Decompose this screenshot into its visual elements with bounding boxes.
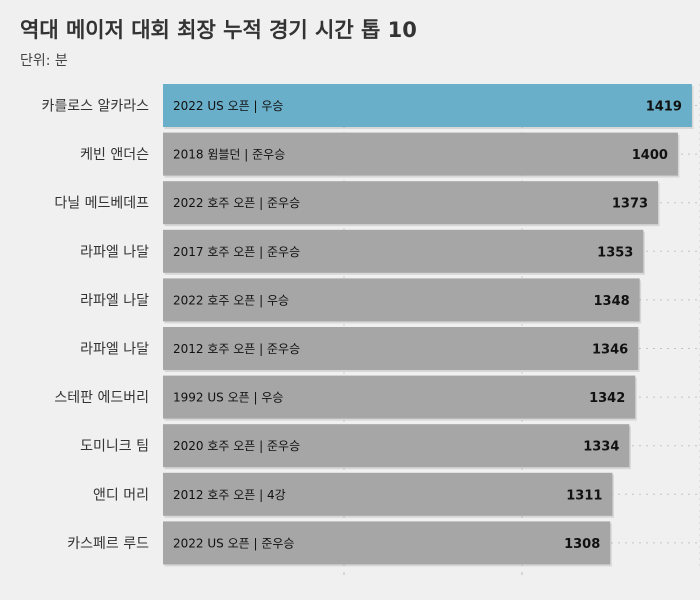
data-label: 1346 bbox=[592, 343, 628, 358]
bar bbox=[163, 229, 644, 273]
category-label: 다닐 메드베데프 bbox=[54, 196, 149, 212]
data-label: 1334 bbox=[583, 440, 619, 455]
bar-annotation: 2022 호주 오픈 | 준우승 bbox=[173, 196, 300, 210]
bar bbox=[163, 521, 611, 565]
data-label: 1353 bbox=[597, 245, 633, 260]
bar bbox=[163, 327, 639, 370]
data-label: 1311 bbox=[566, 488, 602, 503]
bar-annotation: 2020 호주 오픈 | 준우승 bbox=[173, 439, 300, 453]
bar bbox=[163, 278, 640, 322]
chart-subtitle: 단위: 분 bbox=[20, 53, 68, 69]
bar-annotation: 2022 US 오픈 | 우승 bbox=[173, 99, 283, 113]
category-label: 도미니크 팀 bbox=[80, 439, 149, 455]
data-label: 1348 bbox=[593, 294, 629, 309]
category-label: 앤디 머리 bbox=[93, 487, 149, 503]
bar-annotation: 1992 US 오픈 | 우승 bbox=[173, 391, 283, 405]
bar bbox=[163, 375, 636, 419]
bar-annotation: 2012 호주 오픈 | 4강 bbox=[173, 488, 286, 502]
bar-annotation: 2022 US 오픈 | 준우승 bbox=[173, 536, 294, 550]
category-label: 라파엘 나달 bbox=[80, 244, 149, 260]
bar-annotation: 2022 호주 오픈 | 우승 bbox=[173, 293, 289, 307]
bar bbox=[163, 424, 630, 468]
data-label: 1308 bbox=[564, 537, 600, 552]
bar bbox=[163, 181, 659, 225]
bar-annotation: 2012 호주 오픈 | 준우승 bbox=[173, 342, 300, 356]
bar bbox=[163, 84, 692, 127]
bar bbox=[163, 472, 613, 516]
category-label: 라파엘 나달 bbox=[80, 342, 149, 358]
data-label: 1342 bbox=[589, 391, 625, 406]
data-label: 1373 bbox=[612, 197, 648, 212]
bar-annotation: 2017 호주 오픈 | 준우승 bbox=[173, 245, 300, 259]
category-label: 카스페르 루드 bbox=[67, 536, 149, 552]
data-label: 1400 bbox=[632, 148, 668, 163]
data-label: 1419 bbox=[646, 100, 682, 115]
category-label: 케빈 앤더슨 bbox=[80, 147, 149, 163]
category-label: 라파엘 나달 bbox=[80, 293, 149, 309]
bar bbox=[163, 132, 678, 176]
category-label: 카를로스 알카라스 bbox=[42, 99, 150, 115]
category-label: 스테판 에드버리 bbox=[54, 390, 149, 406]
chart-title: 역대 메이저 대회 최장 누적 경기 시간 톱 10 bbox=[20, 18, 417, 42]
bar-annotation: 2018 윔블던 | 준우승 bbox=[173, 148, 285, 162]
